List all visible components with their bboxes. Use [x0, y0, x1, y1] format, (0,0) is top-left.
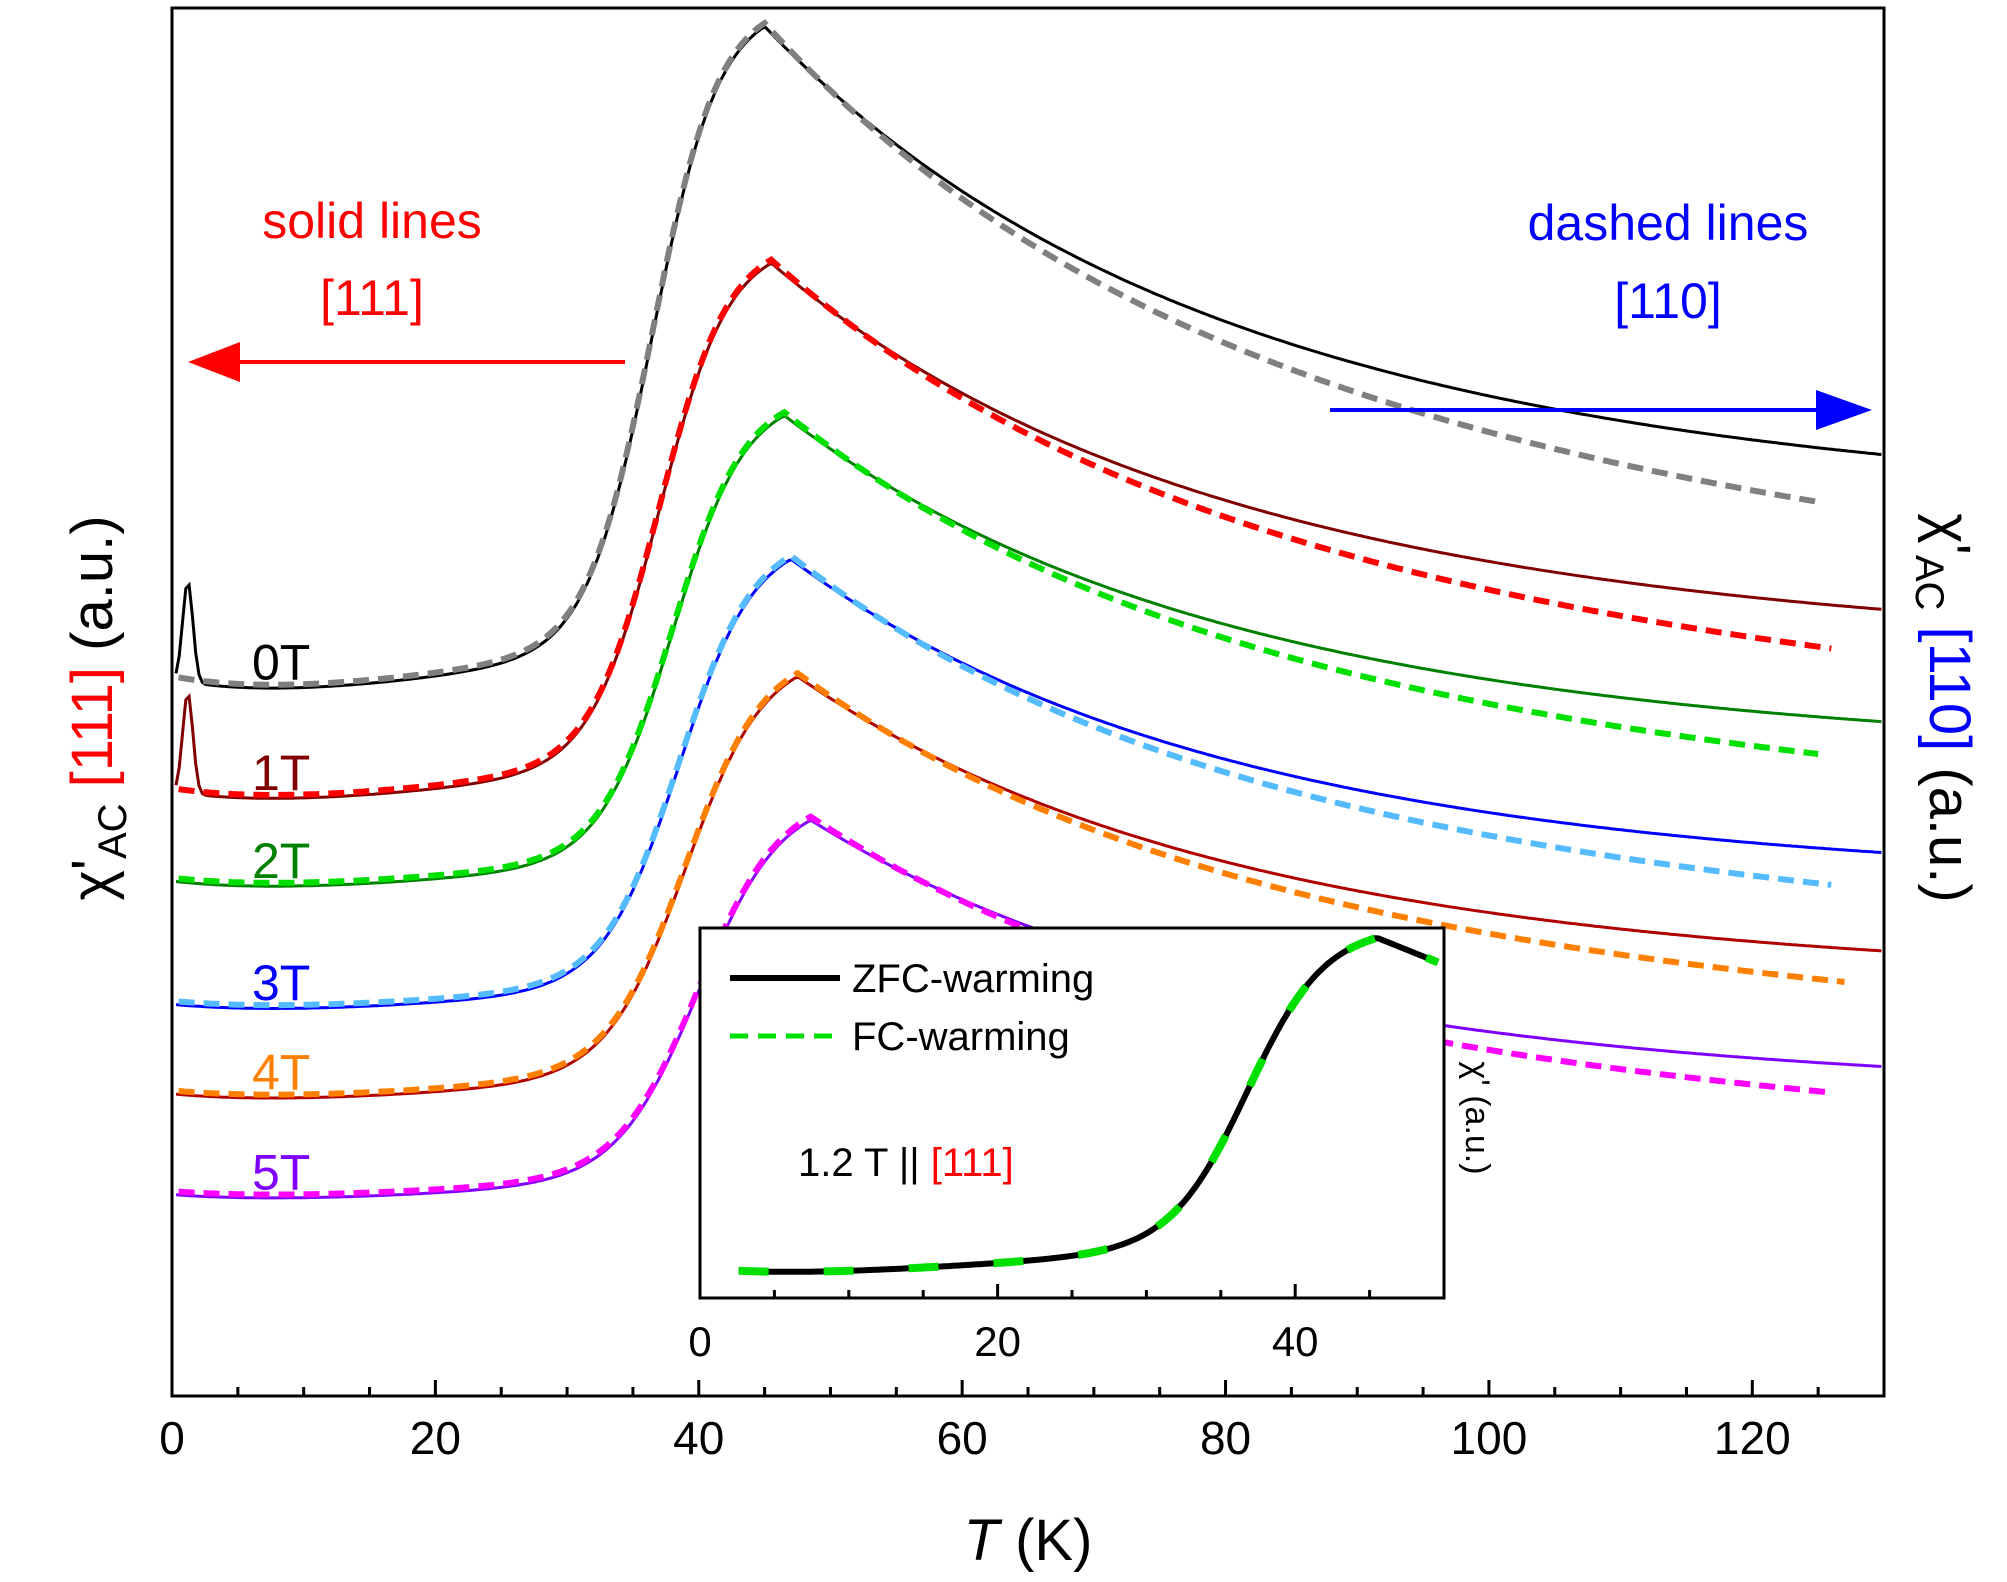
x-axis-ticks: 0 20 40 60 80 100 120: [159, 1380, 1886, 1464]
series-5T-solid-line: [175, 818, 1882, 1200]
inset-tick-label: 40: [1272, 1318, 1319, 1365]
x-tick-label: 120: [1714, 1412, 1791, 1464]
series-3T-solid-line: [175, 558, 1882, 1010]
field-label-1T: 1T: [252, 745, 310, 801]
series-0T-solid-line: [174, 25, 1882, 690]
field-label-4T: 4T: [252, 1045, 310, 1101]
main-curves: [174, 19, 1882, 1200]
series-3T-dashed-line: [178, 552, 1832, 1009]
inset-curves: [738, 934, 1440, 1276]
inset-fc-line: [738, 934, 1440, 1276]
x-axis-label: T (K): [964, 1508, 1093, 1573]
field-label-2T: 2T: [252, 833, 310, 889]
inset-x-ticks: 0 20 40: [688, 1284, 1446, 1365]
series-4T-solid-line: [175, 675, 1882, 1100]
solid-lines-direction: [111]: [320, 270, 424, 326]
x-tick-label: 100: [1451, 1412, 1528, 1464]
field-labels: 0T 1T 2T 3T 4T 5T: [252, 635, 310, 1201]
x-tick-label: 40: [673, 1412, 724, 1464]
inset-tick-label: 0: [688, 1318, 711, 1365]
x-tick-label: 60: [937, 1412, 988, 1464]
right-arrow: [1330, 390, 1872, 430]
series-1T-dashed-line: [178, 255, 1832, 798]
x-tick-label: 80: [1200, 1412, 1251, 1464]
series-0T-dashed-line: [178, 19, 1819, 688]
series-2T-solid-line: [175, 414, 1882, 888]
dashed-lines-note: dashed lines: [1528, 195, 1809, 251]
inset-y-label: χ' (a.u.): [1458, 1061, 1496, 1174]
dashed-lines-direction: [110]: [1614, 273, 1722, 329]
field-label-0T: 0T: [252, 635, 310, 691]
series-5T-dashed-line: [178, 813, 1832, 1198]
x-tick-label: 0: [159, 1412, 185, 1464]
y-axis-label-left: χ'AC [111] (a.u.): [60, 515, 135, 900]
solid-lines-note: solid lines: [262, 193, 482, 249]
legend-zfc-label: ZFC-warming: [852, 957, 1094, 1001]
inset-legend: ZFC-warming FC-warming: [730, 957, 1094, 1059]
inset-field-text: 1.2 T || [111]: [798, 1141, 1014, 1185]
field-label-5T: 5T: [252, 1145, 310, 1201]
legend-fc-label: FC-warming: [852, 1015, 1070, 1059]
inset-tick-label: 20: [974, 1318, 1021, 1365]
series-1T-solid-line: [174, 261, 1882, 800]
y-axis-label-right: χ'AC [110] (a.u.): [1907, 513, 1982, 902]
x-tick-label: 20: [410, 1412, 461, 1464]
inset-background: [700, 928, 1444, 1298]
field-label-3T: 3T: [252, 955, 310, 1011]
series-4T-dashed-line: [178, 669, 1845, 1098]
series-2T-dashed-line: [178, 408, 1819, 886]
left-arrow: [188, 342, 625, 382]
